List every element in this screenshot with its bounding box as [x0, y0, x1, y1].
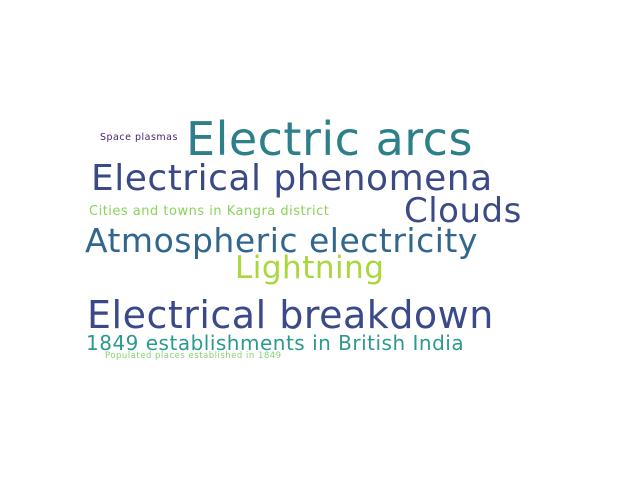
word-electric-arcs: Electric arcs: [186, 112, 473, 166]
word-clouds: Clouds: [404, 191, 522, 231]
word-electrical-phenomena: Electrical phenomena: [91, 158, 493, 199]
word-populated-places: Populated places established in 1849: [105, 351, 282, 361]
word-cities-and-towns: Cities and towns in Kangra district: [89, 204, 330, 219]
word-atmospheric-electricity: Atmospheric electricity: [85, 221, 478, 260]
word-electrical-breakdown: Electrical breakdown: [87, 293, 494, 337]
word-lightning: Lightning: [235, 250, 385, 286]
word-1849-establishments: 1849 establishments in British India: [86, 331, 465, 355]
word-space-plasmas: Space plasmas: [100, 132, 178, 143]
